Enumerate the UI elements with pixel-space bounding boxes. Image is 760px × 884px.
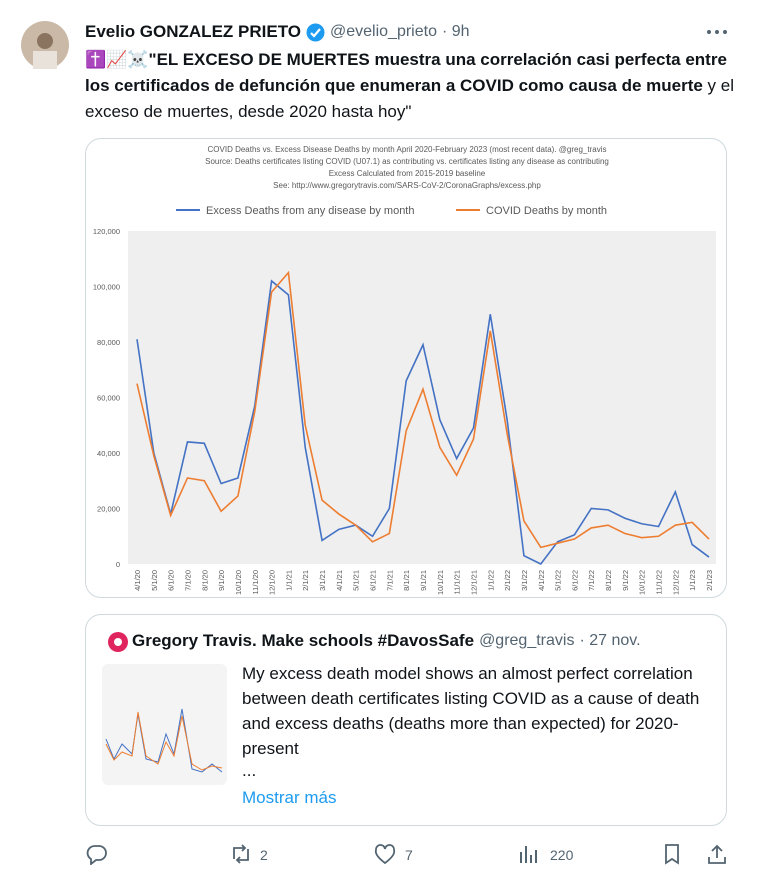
x-tick-label: 7/1/22 bbox=[587, 570, 596, 591]
legend-label: Excess Deaths from any disease by month bbox=[206, 205, 414, 217]
x-tick-label: 7/1/21 bbox=[385, 570, 394, 591]
x-tick-label: 9/1/22 bbox=[621, 570, 630, 591]
chart-subtitle: Excess Calculated from 2015-2019 baselin… bbox=[329, 169, 486, 178]
chart-subtitle: Source: Deaths certificates listing COVI… bbox=[205, 157, 609, 166]
x-tick-label: 11/1/21 bbox=[453, 570, 462, 594]
quoted-tweet[interactable]: Gregory Travis. Make schools #DavosSafe … bbox=[85, 614, 727, 826]
quoted-header: Gregory Travis. Make schools #DavosSafe … bbox=[132, 631, 641, 651]
x-tick-label: 10/1/21 bbox=[436, 570, 445, 595]
series-line bbox=[136, 270, 710, 549]
x-tick-label: 4/1/22 bbox=[537, 570, 546, 591]
show-more-link[interactable]: Mostrar más bbox=[242, 788, 337, 807]
x-tick-label: 3/1/22 bbox=[520, 570, 529, 591]
x-tick-label: 12/1/20 bbox=[268, 570, 277, 595]
x-tick-label: 7/1/20 bbox=[183, 570, 192, 591]
legend-label: COVID Deaths by month bbox=[486, 205, 607, 217]
x-tick-label: 9/1/20 bbox=[217, 570, 226, 591]
x-tick-label: 5/1/22 bbox=[554, 570, 563, 591]
x-tick-label: 6/1/20 bbox=[167, 570, 176, 591]
x-tick-label: 5/1/20 bbox=[150, 570, 159, 591]
x-tick-label: 10/1/20 bbox=[234, 570, 243, 595]
tweet-text: ✝️📈☠️"EL EXCESO DE MUERTES muestra una c… bbox=[85, 47, 735, 125]
quoted-time: · 27 nov. bbox=[579, 632, 641, 649]
quoted-ellipsis: ... bbox=[242, 761, 257, 780]
x-tick-label: 4/1/20 bbox=[133, 570, 142, 591]
views-button[interactable] bbox=[517, 843, 539, 865]
tweet-time[interactable]: · 9h bbox=[441, 23, 470, 40]
tweet-text-segment: ✝️📈☠️ bbox=[85, 50, 149, 69]
tweet-text-segment: y el exceso de muertes, desde 2020 hasta… bbox=[85, 76, 735, 121]
x-tick-label: 12/1/21 bbox=[469, 570, 478, 595]
more-menu[interactable] bbox=[706, 28, 728, 36]
like-count: 7 bbox=[405, 847, 413, 863]
chart-title: COVID Deaths vs. Excess Disease Deaths b… bbox=[208, 145, 607, 154]
tweet-header: Evelio GONZALEZ PRIETO @evelio_prieto · … bbox=[85, 22, 470, 42]
y-tick-label: 100,000 bbox=[93, 283, 120, 292]
y-tick-label: 0 bbox=[116, 560, 120, 569]
bookmark-button[interactable] bbox=[662, 843, 682, 865]
share-button[interactable] bbox=[706, 843, 728, 865]
x-tick-label: 12/1/22 bbox=[671, 570, 680, 595]
author-handle: @evelio_prieto bbox=[330, 23, 437, 40]
verified-badge bbox=[306, 23, 325, 41]
quoted-author-name: Gregory Travis. Make schools #DavosSafe bbox=[132, 631, 475, 650]
y-tick-label: 60,000 bbox=[97, 394, 120, 403]
x-tick-label: 10/1/22 bbox=[638, 570, 647, 595]
retweet-count: 2 bbox=[260, 847, 268, 863]
retweet-button[interactable] bbox=[229, 843, 253, 865]
avatar[interactable] bbox=[21, 21, 69, 69]
y-tick-label: 20,000 bbox=[97, 505, 120, 514]
x-tick-label: 4/1/21 bbox=[335, 570, 344, 591]
reply-button[interactable] bbox=[86, 843, 108, 865]
like-button[interactable] bbox=[373, 843, 397, 865]
quoted-handle: @greg_travis bbox=[479, 632, 575, 649]
x-tick-label: 6/1/22 bbox=[570, 570, 579, 591]
x-tick-label: 1/1/22 bbox=[486, 570, 495, 591]
x-tick-label: 11/1/20 bbox=[251, 570, 260, 594]
quoted-avatar bbox=[108, 632, 128, 652]
x-tick-label: 8/1/22 bbox=[604, 570, 613, 591]
author-name[interactable]: Evelio GONZALEZ PRIETO bbox=[85, 22, 301, 41]
x-tick-label: 1/1/21 bbox=[284, 570, 293, 591]
x-tick-label: 8/1/21 bbox=[402, 570, 411, 591]
chart-subtitle: See: http://www.gregorytravis.com/SARS-C… bbox=[273, 181, 541, 190]
x-tick-label: 2/1/23 bbox=[705, 570, 714, 591]
x-tick-label: 9/1/21 bbox=[419, 570, 428, 591]
quoted-text: My excess death model shows an almost pe… bbox=[242, 664, 700, 758]
quoted-thumbnail bbox=[102, 664, 227, 785]
x-tick-label: 3/1/21 bbox=[318, 570, 327, 591]
media-card[interactable]: COVID Deaths vs. Excess Disease Deaths b… bbox=[85, 138, 727, 598]
x-tick-label: 8/1/20 bbox=[200, 570, 209, 591]
chart: COVID Deaths vs. Excess Disease Deaths b… bbox=[93, 145, 716, 595]
y-tick-label: 40,000 bbox=[97, 449, 120, 458]
views-count: 220 bbox=[550, 847, 574, 863]
x-tick-label: 1/1/23 bbox=[688, 570, 697, 591]
x-tick-label: 6/1/21 bbox=[369, 570, 378, 591]
series-line bbox=[136, 279, 710, 566]
x-tick-label: 5/1/21 bbox=[352, 570, 361, 591]
y-tick-label: 120,000 bbox=[93, 227, 120, 236]
x-tick-label: 2/1/21 bbox=[301, 570, 310, 591]
x-tick-label: 11/1/22 bbox=[655, 570, 664, 594]
y-tick-label: 80,000 bbox=[97, 338, 120, 347]
plot-area bbox=[128, 231, 716, 564]
x-tick-label: 2/1/22 bbox=[503, 570, 512, 591]
tweet-text-segment: "EL EXCESO DE MUERTES muestra una correl… bbox=[85, 50, 727, 95]
